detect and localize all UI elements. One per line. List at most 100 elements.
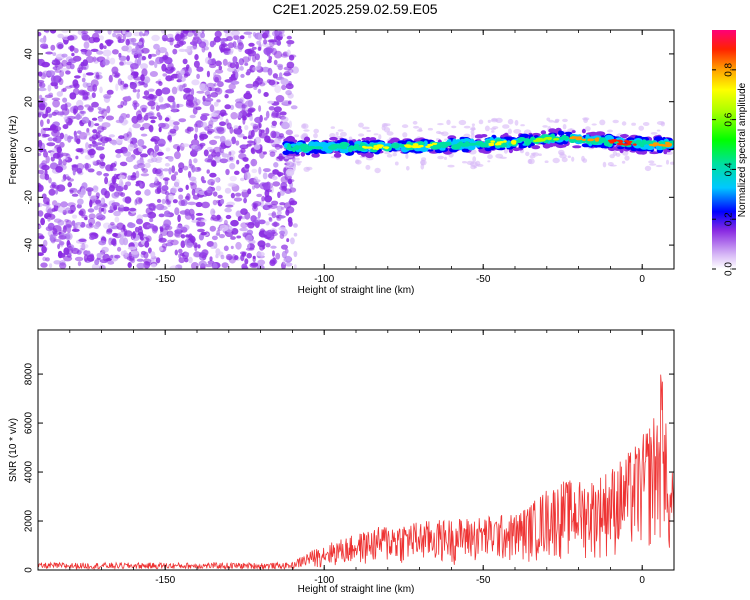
noise-speckle bbox=[131, 115, 139, 124]
signal-halo-speckle bbox=[487, 119, 491, 123]
noise-speckle bbox=[267, 100, 274, 104]
noise-speckle bbox=[203, 149, 209, 157]
noise-speckle bbox=[88, 136, 96, 142]
noise-speckle bbox=[118, 135, 125, 140]
noise-speckle bbox=[286, 49, 291, 57]
noise-speckle bbox=[39, 37, 46, 43]
signal-halo-speckle bbox=[487, 160, 491, 163]
noise-speckle bbox=[101, 109, 108, 118]
noise-speckle bbox=[101, 126, 107, 131]
noise-speckle bbox=[111, 192, 120, 199]
noise-speckle bbox=[52, 52, 57, 56]
noise-speckle bbox=[142, 214, 150, 218]
noise-speckle bbox=[232, 56, 238, 64]
noise-speckle bbox=[267, 204, 273, 208]
noise-speckle bbox=[240, 208, 248, 216]
signal-halo-speckle bbox=[394, 161, 399, 166]
signal-band-blob bbox=[546, 134, 552, 138]
noise-speckle bbox=[51, 111, 58, 116]
noise-speckle bbox=[144, 189, 151, 196]
colorbar-tick-label: 0.4 bbox=[724, 162, 735, 176]
noise-speckle bbox=[103, 45, 107, 49]
signal-halo-speckle bbox=[548, 119, 555, 123]
noise-speckle bbox=[90, 48, 99, 53]
noise-speckle bbox=[59, 262, 67, 269]
noise-speckle bbox=[151, 157, 158, 163]
noise-speckle bbox=[270, 245, 277, 249]
noise-speckle bbox=[178, 253, 182, 259]
signal-halo-speckle bbox=[373, 133, 379, 136]
noise-speckle bbox=[47, 137, 53, 142]
signal-band-blob bbox=[649, 151, 660, 155]
noise-speckle bbox=[81, 77, 86, 83]
noise-speckle bbox=[224, 187, 232, 194]
noise-speckle bbox=[260, 200, 264, 208]
noise-speckle bbox=[191, 219, 199, 223]
noise-speckle bbox=[168, 194, 174, 201]
noise-speckle bbox=[47, 216, 52, 222]
noise-speckle bbox=[207, 178, 216, 186]
noise-speckle bbox=[38, 132, 41, 137]
signal-halo-speckle bbox=[530, 152, 536, 156]
noise-speckle bbox=[177, 187, 184, 193]
noise-speckle bbox=[281, 261, 286, 269]
signal-hot-blob bbox=[366, 146, 373, 149]
noise-speckle bbox=[158, 126, 162, 133]
noise-speckle bbox=[197, 167, 201, 171]
noise-speckle bbox=[178, 167, 183, 173]
noise-speckle bbox=[82, 59, 88, 67]
noise-speckle bbox=[99, 86, 103, 94]
signal-halo-speckle bbox=[650, 132, 658, 135]
noise-speckle bbox=[84, 162, 89, 171]
noise-speckle bbox=[221, 262, 229, 269]
noise-speckle bbox=[170, 174, 177, 182]
signal-band-blob bbox=[313, 141, 320, 148]
noise-speckle bbox=[219, 224, 229, 232]
signal-hot-blob bbox=[625, 140, 633, 144]
noise-speckle bbox=[93, 205, 99, 211]
signal-hot-blob bbox=[618, 140, 623, 143]
noise-speckle bbox=[106, 228, 113, 233]
signal-halo-speckle bbox=[561, 157, 568, 163]
noise-speckle bbox=[219, 158, 228, 164]
noise-speckle bbox=[74, 189, 77, 194]
noise-speckle bbox=[103, 93, 112, 99]
noise-speckle bbox=[73, 83, 80, 89]
noise-speckle bbox=[188, 67, 192, 74]
noise-speckle bbox=[245, 247, 255, 251]
noise-speckle bbox=[53, 260, 61, 265]
noise-speckle bbox=[213, 71, 217, 78]
noise-speckle bbox=[154, 188, 161, 195]
noise-speckle bbox=[178, 76, 186, 83]
noise-speckle bbox=[267, 59, 272, 64]
noise-speckle bbox=[196, 221, 206, 227]
noise-speckle bbox=[238, 112, 243, 118]
noise-speckle bbox=[194, 125, 199, 133]
noise-speckle bbox=[155, 105, 160, 112]
signal-hot-blob bbox=[653, 142, 659, 145]
noise-speckle bbox=[190, 182, 197, 190]
noise-speckle bbox=[96, 212, 103, 219]
noise-speckle bbox=[181, 143, 190, 147]
noise-speckle bbox=[94, 123, 100, 127]
noise-speckle bbox=[132, 172, 137, 177]
noise-speckle bbox=[171, 165, 176, 173]
signal-band-blob bbox=[287, 143, 292, 149]
noise-speckle bbox=[249, 64, 256, 73]
noise-speckle bbox=[66, 176, 71, 181]
noise-speckle bbox=[193, 242, 198, 249]
noise-speckle bbox=[54, 84, 59, 90]
signal-halo-speckle bbox=[607, 129, 613, 133]
noise-speckle bbox=[289, 187, 297, 193]
noise-speckle bbox=[118, 115, 125, 124]
signal-halo-speckle bbox=[529, 154, 536, 159]
noise-speckle bbox=[221, 113, 225, 117]
noise-speckle bbox=[67, 181, 72, 188]
signal-band-blob bbox=[415, 147, 425, 152]
noise-speckle bbox=[201, 180, 207, 184]
noise-speckle bbox=[236, 130, 242, 135]
noise-speckle bbox=[224, 104, 231, 110]
noise-speckle bbox=[71, 228, 80, 232]
noise-speckle bbox=[79, 243, 89, 249]
